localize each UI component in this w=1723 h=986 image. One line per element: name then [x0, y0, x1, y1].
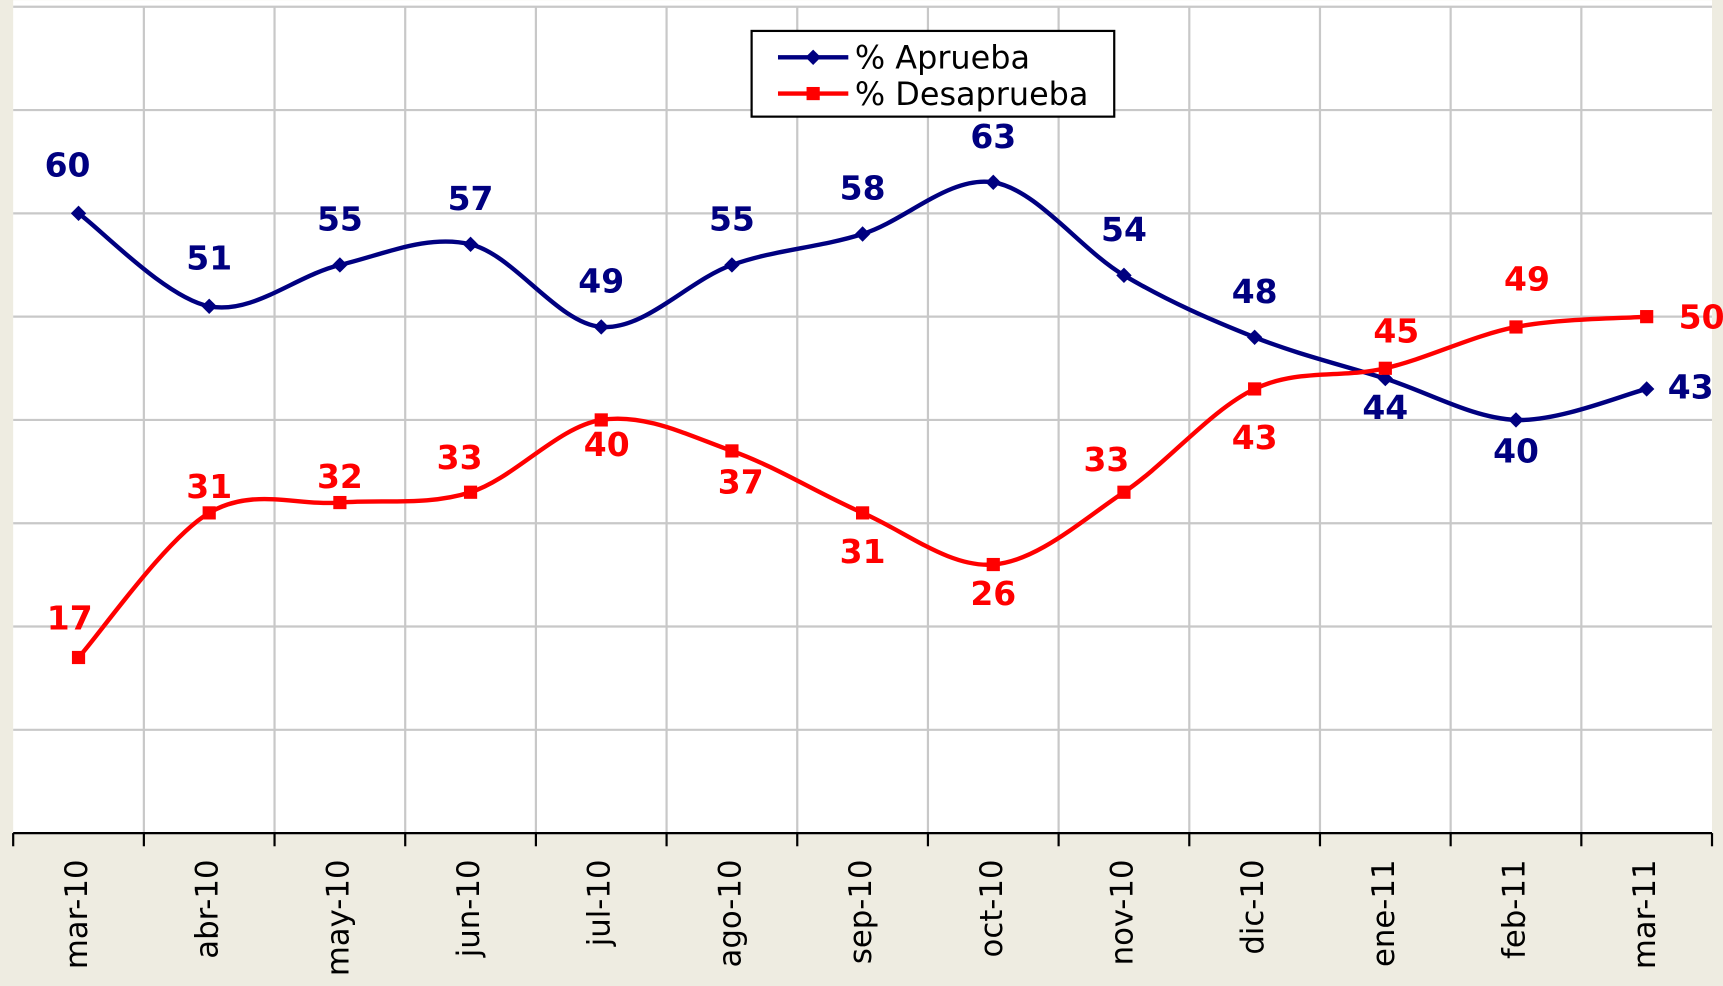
- data-label: 40: [584, 425, 630, 464]
- legend-marker: [806, 86, 820, 101]
- data-label: 17: [47, 599, 93, 638]
- x-tick-label: jul-10: [582, 859, 618, 947]
- data-label: 26: [970, 574, 1016, 613]
- x-tick-label: mar-10: [59, 859, 95, 969]
- data-label: 31: [840, 532, 886, 571]
- data-label: 40: [1493, 431, 1539, 470]
- data-label: 45: [1373, 312, 1419, 351]
- point: [1117, 485, 1131, 499]
- data-label: 43: [1668, 367, 1714, 406]
- point: [725, 444, 739, 458]
- legend-label: % Desaprueba: [855, 75, 1089, 113]
- data-label: 55: [709, 200, 755, 239]
- x-tick-label: jun-10: [451, 859, 487, 958]
- point: [593, 319, 609, 335]
- data-label: 49: [578, 262, 624, 301]
- x-tick-label: ago-10: [712, 859, 748, 967]
- point: [1378, 361, 1392, 375]
- x-tick-label: feb-11: [1496, 859, 1532, 959]
- x-tick-label: may-10: [320, 859, 356, 976]
- data-label: 55: [317, 200, 363, 239]
- point: [1248, 382, 1262, 396]
- data-label: 63: [970, 117, 1016, 156]
- x-tick-label: nov-10: [1104, 859, 1140, 965]
- x-tick-label: dic-10: [1235, 859, 1271, 954]
- point: [594, 413, 608, 427]
- data-label: 51: [186, 239, 232, 278]
- point: [71, 650, 86, 665]
- data-label: 60: [45, 146, 91, 185]
- data-label: 57: [448, 179, 494, 218]
- x-tick-label: ene-11: [1366, 859, 1402, 967]
- data-label: 44: [1362, 388, 1408, 427]
- data-label: 48: [1232, 272, 1278, 311]
- legend-box: [750, 29, 1116, 118]
- point: [462, 236, 479, 253]
- point: [333, 495, 347, 510]
- point: [202, 506, 216, 520]
- data-label: 37: [718, 462, 764, 501]
- legend-label: % Aprueba: [855, 39, 1030, 77]
- plot-area: [13, 0, 1713, 834]
- legend-marker: [805, 49, 821, 65]
- data-label: 58: [840, 169, 886, 208]
- data-label: 31: [186, 467, 232, 506]
- data-label: 33: [437, 438, 483, 477]
- point: [1640, 310, 1654, 324]
- x-tick-label: oct-10: [974, 859, 1010, 957]
- data-label: 50: [1679, 297, 1723, 336]
- data-label: 33: [1083, 440, 1129, 479]
- x-tick-label: abr-10: [190, 859, 226, 958]
- data-label: 49: [1504, 259, 1550, 298]
- point: [985, 174, 1001, 191]
- x-tick-label: mar-11: [1627, 859, 1663, 969]
- data-label: 54: [1101, 210, 1147, 249]
- data-label: 32: [317, 457, 363, 496]
- point: [1509, 320, 1523, 334]
- point: [856, 506, 870, 520]
- point: [463, 485, 478, 499]
- data-label: 43: [1232, 418, 1278, 457]
- x-tick-label: sep-10: [843, 859, 879, 964]
- point: [986, 557, 1000, 572]
